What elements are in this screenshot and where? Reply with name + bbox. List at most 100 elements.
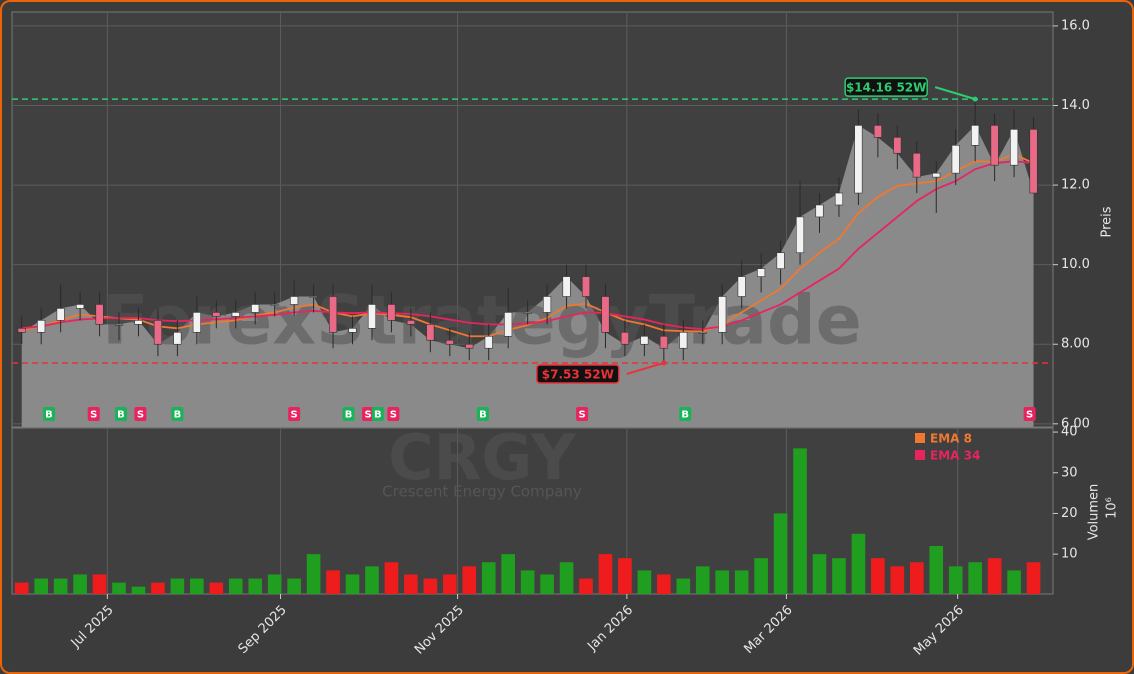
- volume-bar: [618, 558, 632, 594]
- y-tick-label: 6.00: [1061, 416, 1090, 431]
- signal-marker: [1023, 407, 1036, 421]
- signal-label: B: [681, 410, 689, 421]
- volume-bar: [34, 578, 48, 594]
- candle-body: [543, 296, 552, 313]
- signal-marker: [114, 407, 127, 421]
- volume-bar: [442, 574, 457, 594]
- volume-bar: [637, 570, 652, 594]
- volume-bar: [190, 578, 204, 594]
- volume-bar: [112, 582, 126, 594]
- signal-label: S: [90, 410, 97, 421]
- candle-body: [659, 335, 668, 349]
- candle-body: [153, 320, 162, 345]
- candle-body: [17, 328, 26, 333]
- volume-bar: [209, 582, 224, 594]
- legend-swatch: [915, 433, 925, 443]
- price-area: [21, 125, 1034, 427]
- volume-bar: [695, 566, 710, 594]
- volume-bar: [365, 566, 379, 594]
- x-tick-label: Jan 2026: [584, 603, 636, 655]
- y-axis-label: Preis: [1100, 206, 1115, 237]
- x-tick-label: Sep 2025: [236, 603, 290, 657]
- volume-bar: [170, 578, 185, 594]
- annotation-arrow: [626, 361, 665, 375]
- volume-bar: [715, 570, 730, 594]
- signal-label: B: [374, 410, 382, 421]
- signal-marker: [362, 407, 375, 421]
- legend-swatch: [915, 450, 925, 460]
- candle-body: [737, 276, 746, 297]
- volume-bar: [248, 578, 263, 594]
- candle-body: [990, 125, 999, 166]
- watermark-symbol: CRGY: [388, 421, 577, 494]
- signal-marker: [576, 407, 589, 421]
- legend-label: EMA 34: [930, 449, 980, 463]
- annotation-label: $14.16 52W: [846, 81, 926, 95]
- annotation-point: [972, 96, 978, 102]
- y2-tick-label: 40: [1061, 425, 1078, 440]
- candle-body: [640, 335, 649, 345]
- volume-bar: [890, 566, 905, 594]
- candle-body: [971, 125, 980, 146]
- signal-label: B: [45, 410, 53, 421]
- candle-body: [776, 252, 785, 269]
- x-tick-label: Nov 2025: [412, 603, 467, 658]
- watermark-company: Crescent Energy Company: [382, 483, 582, 501]
- candle-body: [231, 312, 240, 317]
- y2-axis-label: Volumen: [1087, 484, 1102, 541]
- candle-body: [679, 332, 688, 349]
- signal-marker: [387, 407, 400, 421]
- volume-bar: [540, 574, 554, 594]
- candle-body: [76, 304, 85, 309]
- volume-bar: [909, 562, 924, 594]
- volume-bar: [423, 578, 438, 594]
- candle-body: [95, 304, 104, 325]
- candle-body: [465, 343, 474, 349]
- volume-bar: [384, 562, 399, 594]
- volume-bar: [657, 574, 671, 594]
- volume-bar: [306, 554, 321, 594]
- candle-body: [932, 172, 941, 178]
- candle-body: [251, 304, 260, 313]
- volume-bar: [481, 562, 496, 594]
- candle-body: [912, 152, 921, 178]
- signal-label: S: [137, 410, 144, 421]
- volume-bar: [929, 545, 944, 594]
- candle-body: [445, 339, 454, 345]
- signal-label: S: [579, 410, 586, 421]
- volume-bar: [228, 578, 243, 594]
- signal-label: B: [174, 410, 182, 421]
- signal-label: B: [117, 410, 125, 421]
- candle-body: [484, 335, 493, 349]
- candle-body: [192, 312, 201, 333]
- candle-body: [426, 324, 435, 341]
- signal-label: S: [291, 410, 298, 421]
- legend-label: EMA 8: [930, 432, 972, 446]
- signal-label: S: [390, 410, 397, 421]
- candle-body: [873, 125, 882, 138]
- volume-bar: [14, 582, 29, 594]
- volume-bar: [579, 578, 593, 594]
- x-tick-label: Mar 2026: [741, 603, 795, 657]
- signal-marker: [342, 407, 355, 421]
- annotation-box: [844, 77, 928, 97]
- candle-body: [348, 328, 357, 333]
- ema-line: [21, 153, 1034, 338]
- volume-bar: [267, 574, 282, 594]
- volume-bar: [773, 513, 788, 594]
- volume-bar: [404, 574, 418, 594]
- signal-label: B: [479, 410, 487, 421]
- y2-tick-label: 20: [1061, 506, 1078, 521]
- candle-body: [367, 304, 377, 329]
- candle-body: [387, 304, 396, 321]
- volume-bar: [832, 558, 846, 594]
- candle-body: [854, 125, 863, 194]
- signal-marker: [476, 407, 489, 421]
- y-tick-label: 14.0: [1061, 98, 1090, 113]
- volume-bar: [734, 570, 749, 594]
- y-tick-label: 12.0: [1061, 178, 1090, 193]
- candle-body: [698, 332, 707, 334]
- volume-bar: [326, 570, 340, 594]
